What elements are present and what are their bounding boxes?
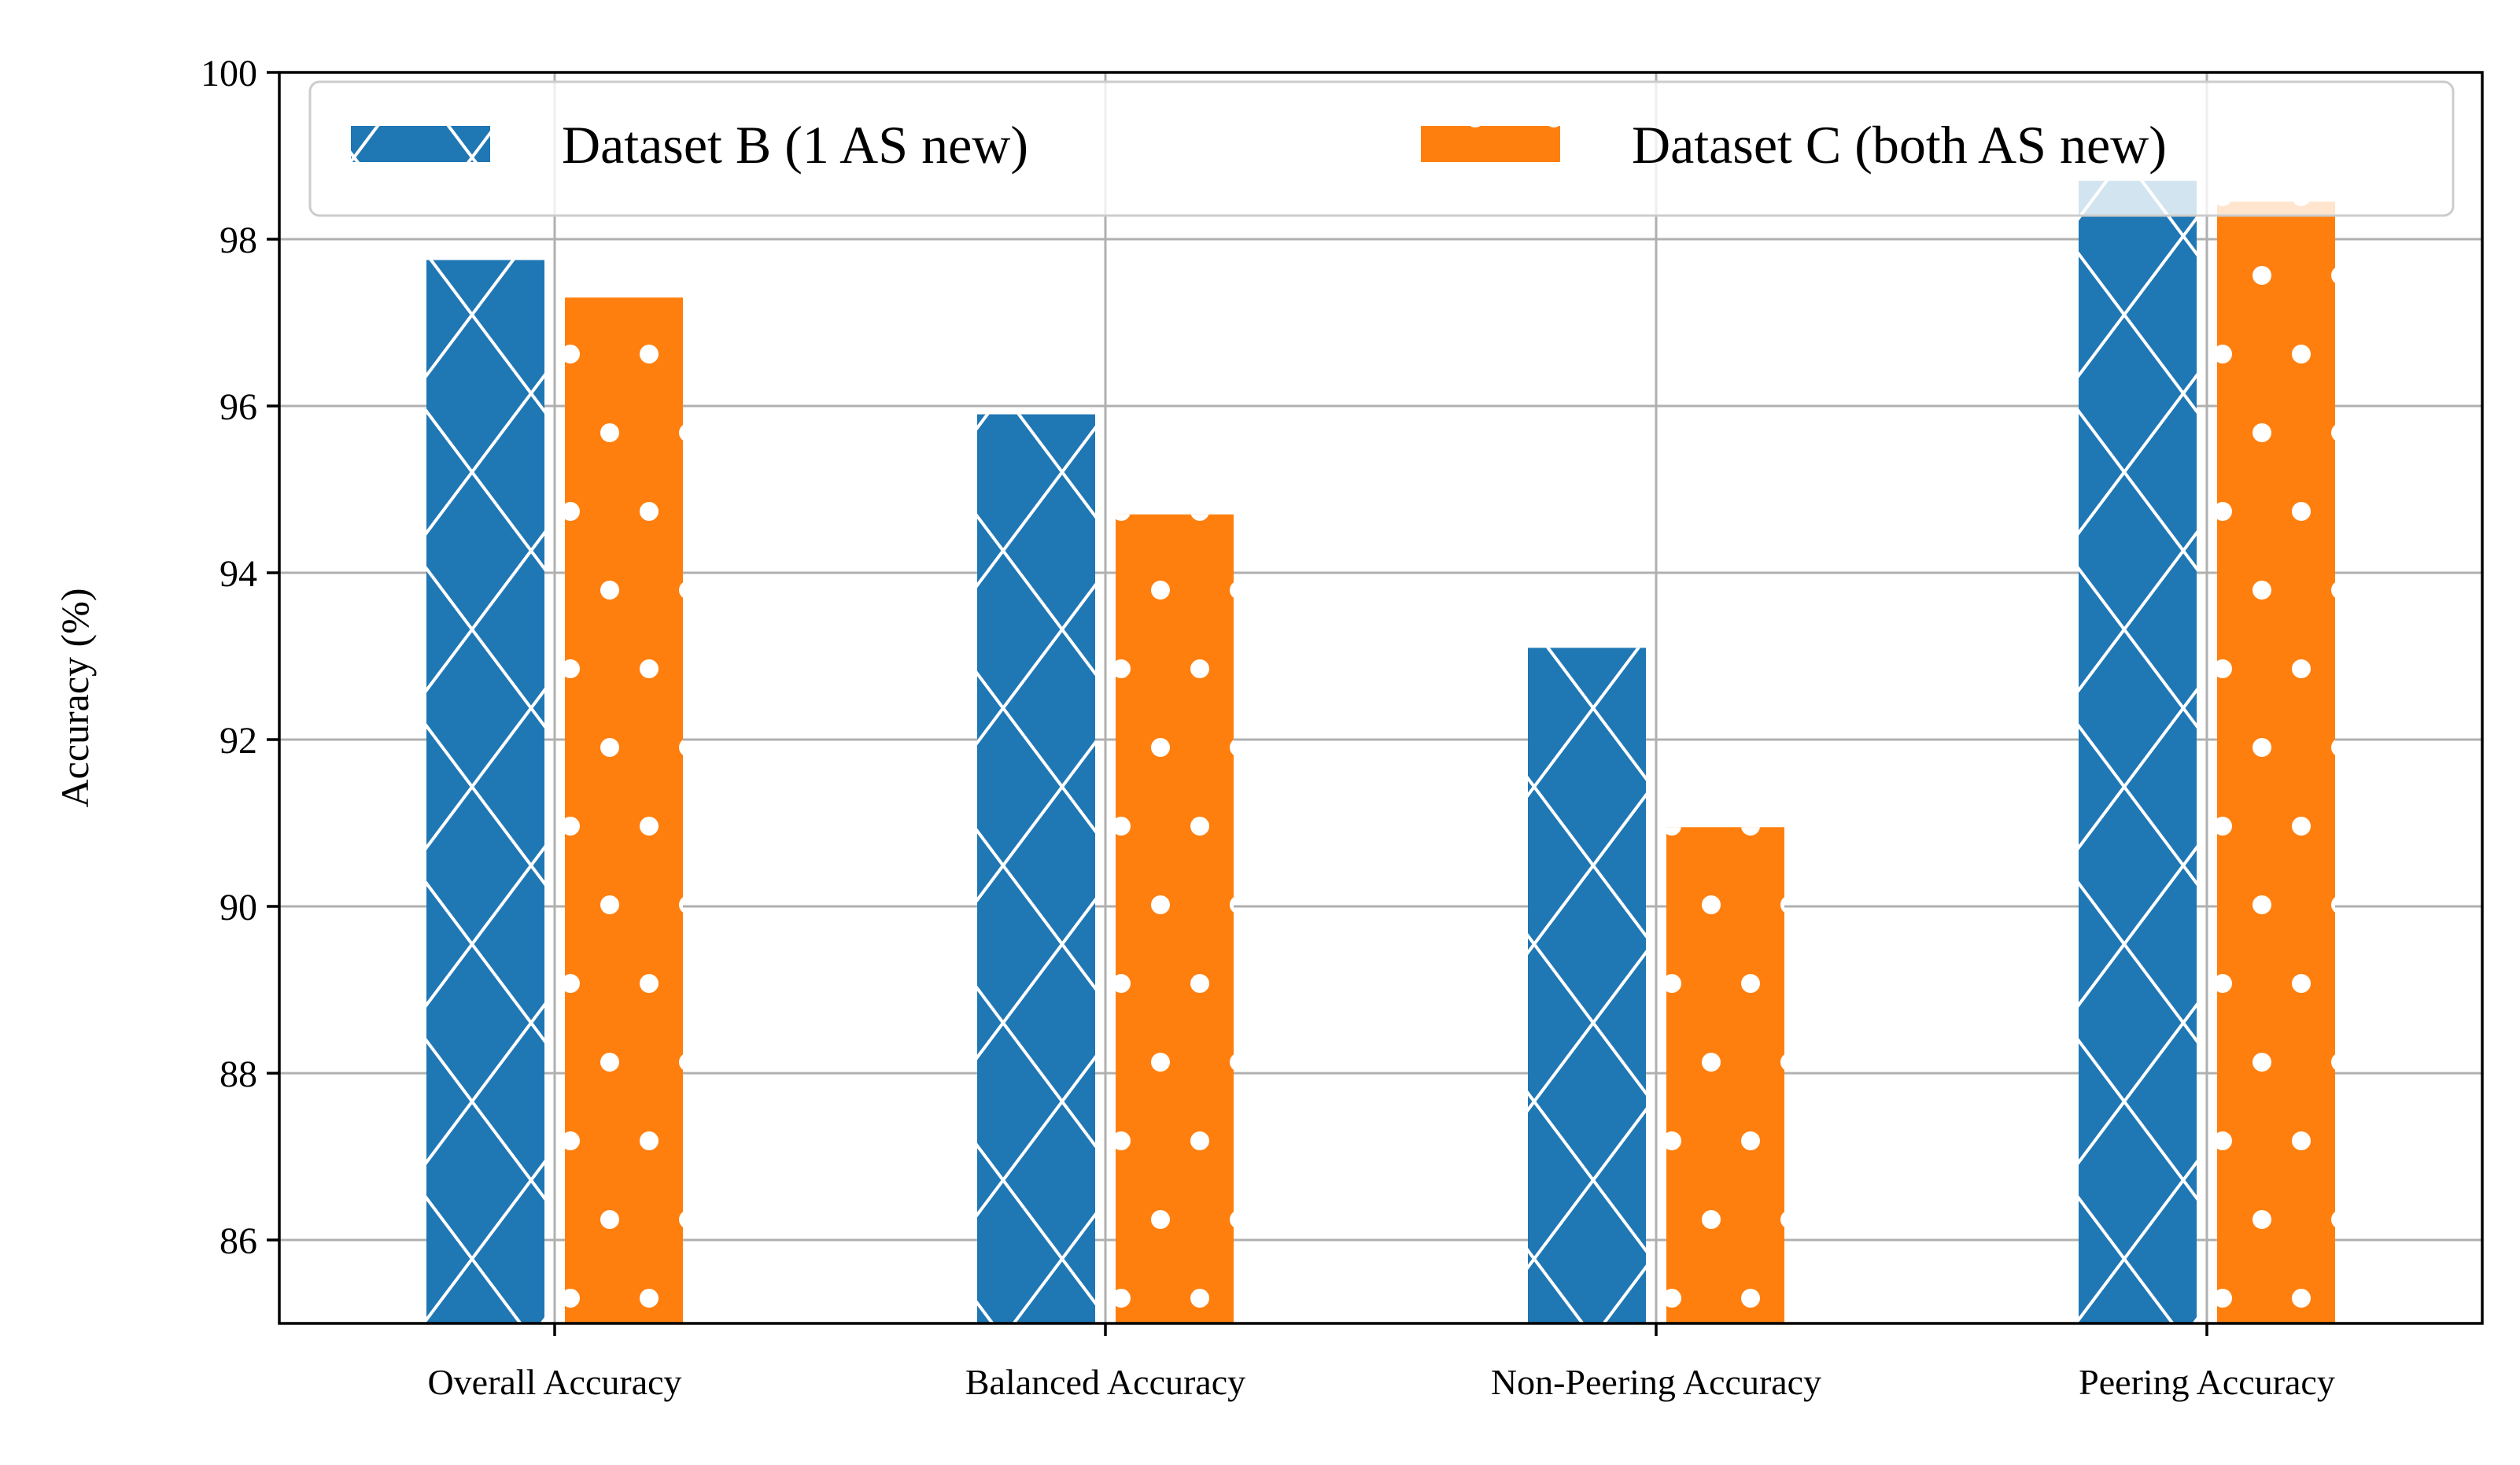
x-tick-label: Overall Accuracy: [427, 1362, 681, 1402]
bar-hatch-dataset-c: [1116, 514, 1234, 1323]
y-tick-label: 86: [220, 1220, 257, 1262]
y-tick-label: 96: [220, 386, 257, 428]
legend: Dataset B (1 AS new) Dataset C (both AS …: [308, 80, 2455, 217]
bar-hatch-dataset-c: [2217, 201, 2335, 1323]
legend-label-dataset-b: Dataset B (1 AS new): [562, 115, 1028, 175]
x-axis: Overall Accuracy Balanced Accuracy Non-Pee…: [427, 1323, 2335, 1402]
y-tick-label: 100: [201, 53, 257, 94]
y-axis-title: Accuracy (%): [53, 589, 97, 808]
y-tick-label: 92: [220, 720, 257, 762]
x-tick-label: Non-Peering Accuracy: [1491, 1362, 1821, 1402]
bar-hatch-dataset-c: [565, 297, 683, 1323]
bar-hatch-dataset-b: [426, 260, 544, 1323]
y-tick-label: 88: [220, 1054, 257, 1095]
plot-frame: [278, 71, 2484, 1325]
y-tick-label: 90: [220, 887, 257, 928]
legend-swatch-dataset-b: [351, 126, 490, 162]
y-axis: 86 88 90 92 94 96 98 100: [201, 53, 279, 1262]
y-tick-label: 94: [220, 553, 257, 595]
bar-hatch-dataset-b: [2079, 180, 2197, 1323]
x-tick-label: Peering Accuracy: [2079, 1362, 2335, 1402]
legend-label-dataset-c: Dataset C (both AS new): [1632, 115, 2167, 175]
legend-frame: [308, 80, 2455, 217]
bar-hatch-dataset-b: [1528, 648, 1646, 1323]
x-tick-label: Balanced Accuracy: [965, 1362, 1245, 1402]
legend-swatch-dataset-c: [1421, 126, 1560, 162]
bar-hatch-dataset-c: [1666, 827, 1784, 1323]
y-tick-label: 98: [220, 220, 257, 261]
bars: [426, 180, 2335, 1323]
bar-hatch-dataset-b: [977, 414, 1095, 1323]
